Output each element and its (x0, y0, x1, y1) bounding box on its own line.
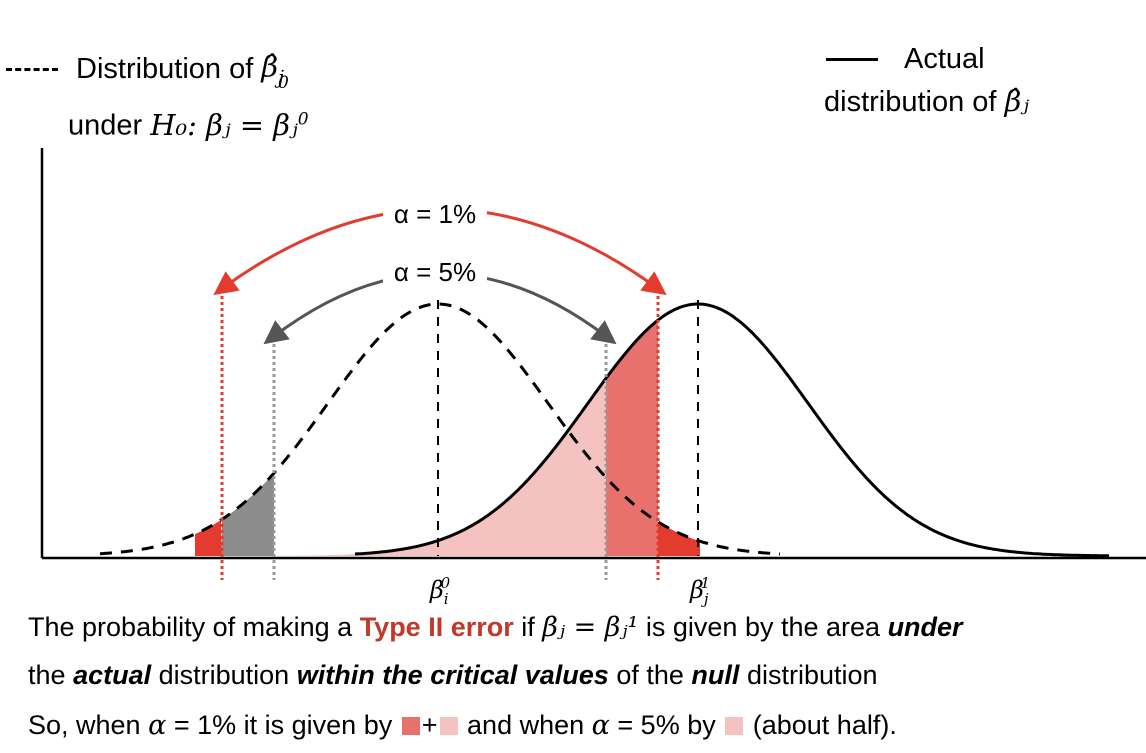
rejection-tail-5pct (222, 473, 274, 556)
legend-actual: Actual distribution of β̂ⱼ (824, 38, 1029, 123)
caption-math: βⱼ = βⱼ¹ (542, 612, 639, 643)
beta-0-tick-label: βi0 (429, 574, 451, 608)
beta-hat-j-symbol: β̂ⱼ (1004, 84, 1029, 118)
caption-text: So, when (28, 710, 141, 740)
alpha-5pct-label: α = 5% (394, 257, 476, 287)
solid-line-sample (826, 57, 878, 61)
legend-actual-dist: distribution of (824, 86, 997, 118)
plus-sign: + (421, 710, 438, 740)
caption-line-1: The probability of making a Type II erro… (28, 612, 963, 643)
caption-text: and when (467, 710, 585, 740)
null-distribution-curve (99, 302, 781, 556)
dashed-line-sample (6, 67, 58, 71)
actual-distribution-curve (354, 302, 1110, 558)
caption-text: the (28, 660, 66, 690)
caption-text: The probability of making a (28, 612, 353, 642)
legend-null-under: under (68, 110, 143, 143)
legend-null-label: Distribution of (76, 53, 254, 86)
alpha-5pct-label-bg (383, 256, 487, 286)
caption-text: distribution (158, 660, 290, 690)
emphasis-under: under (887, 612, 963, 642)
beta-1-tick-label: βj1 (689, 574, 710, 608)
emphasis-actual: actual (73, 660, 152, 690)
caption-math: α (591, 710, 610, 741)
caption-text: of the (616, 660, 684, 690)
emphasis-critical-values: within the critical values (296, 660, 609, 690)
light-red-swatch (725, 717, 744, 735)
type-ii-error-area-5pct (222, 378, 606, 556)
caption-line-2: the actual distribution within the criti… (28, 660, 878, 691)
dark-red-swatch (401, 717, 420, 735)
alpha-1pct-label-bg (383, 198, 487, 228)
beta-hat-symbol: β̂j0 (261, 49, 289, 93)
caption-line-3: So, when α = 1% it is given by + and whe… (28, 710, 897, 741)
type-ii-error-area-extra-1pct (606, 320, 658, 556)
caption-text: if (521, 612, 535, 642)
legend-null: Distribution of β̂j0 under H₀: βⱼ = βⱼ0 (6, 40, 309, 147)
alpha-1pct-label: α = 1% (394, 199, 476, 229)
caption-text: distribution (746, 660, 878, 690)
legend-actual-label: Actual (904, 43, 985, 75)
caption-text: is given by the area (645, 612, 881, 642)
type-ii-error-highlight: Type II error (359, 612, 514, 642)
light-red-swatch (439, 717, 458, 735)
emphasis-null: null (691, 660, 740, 690)
caption-text: = 5% by (617, 710, 716, 740)
hypothesis-test-diagram: α = 1% α = 5% βi0 βj1 (40, 148, 1146, 608)
caption-math: α (148, 710, 167, 741)
caption-text: (about half). (752, 710, 897, 740)
caption-text: = 1% it is given by (173, 710, 393, 740)
null-hypothesis: H₀: βⱼ = βⱼ0 (150, 108, 309, 143)
